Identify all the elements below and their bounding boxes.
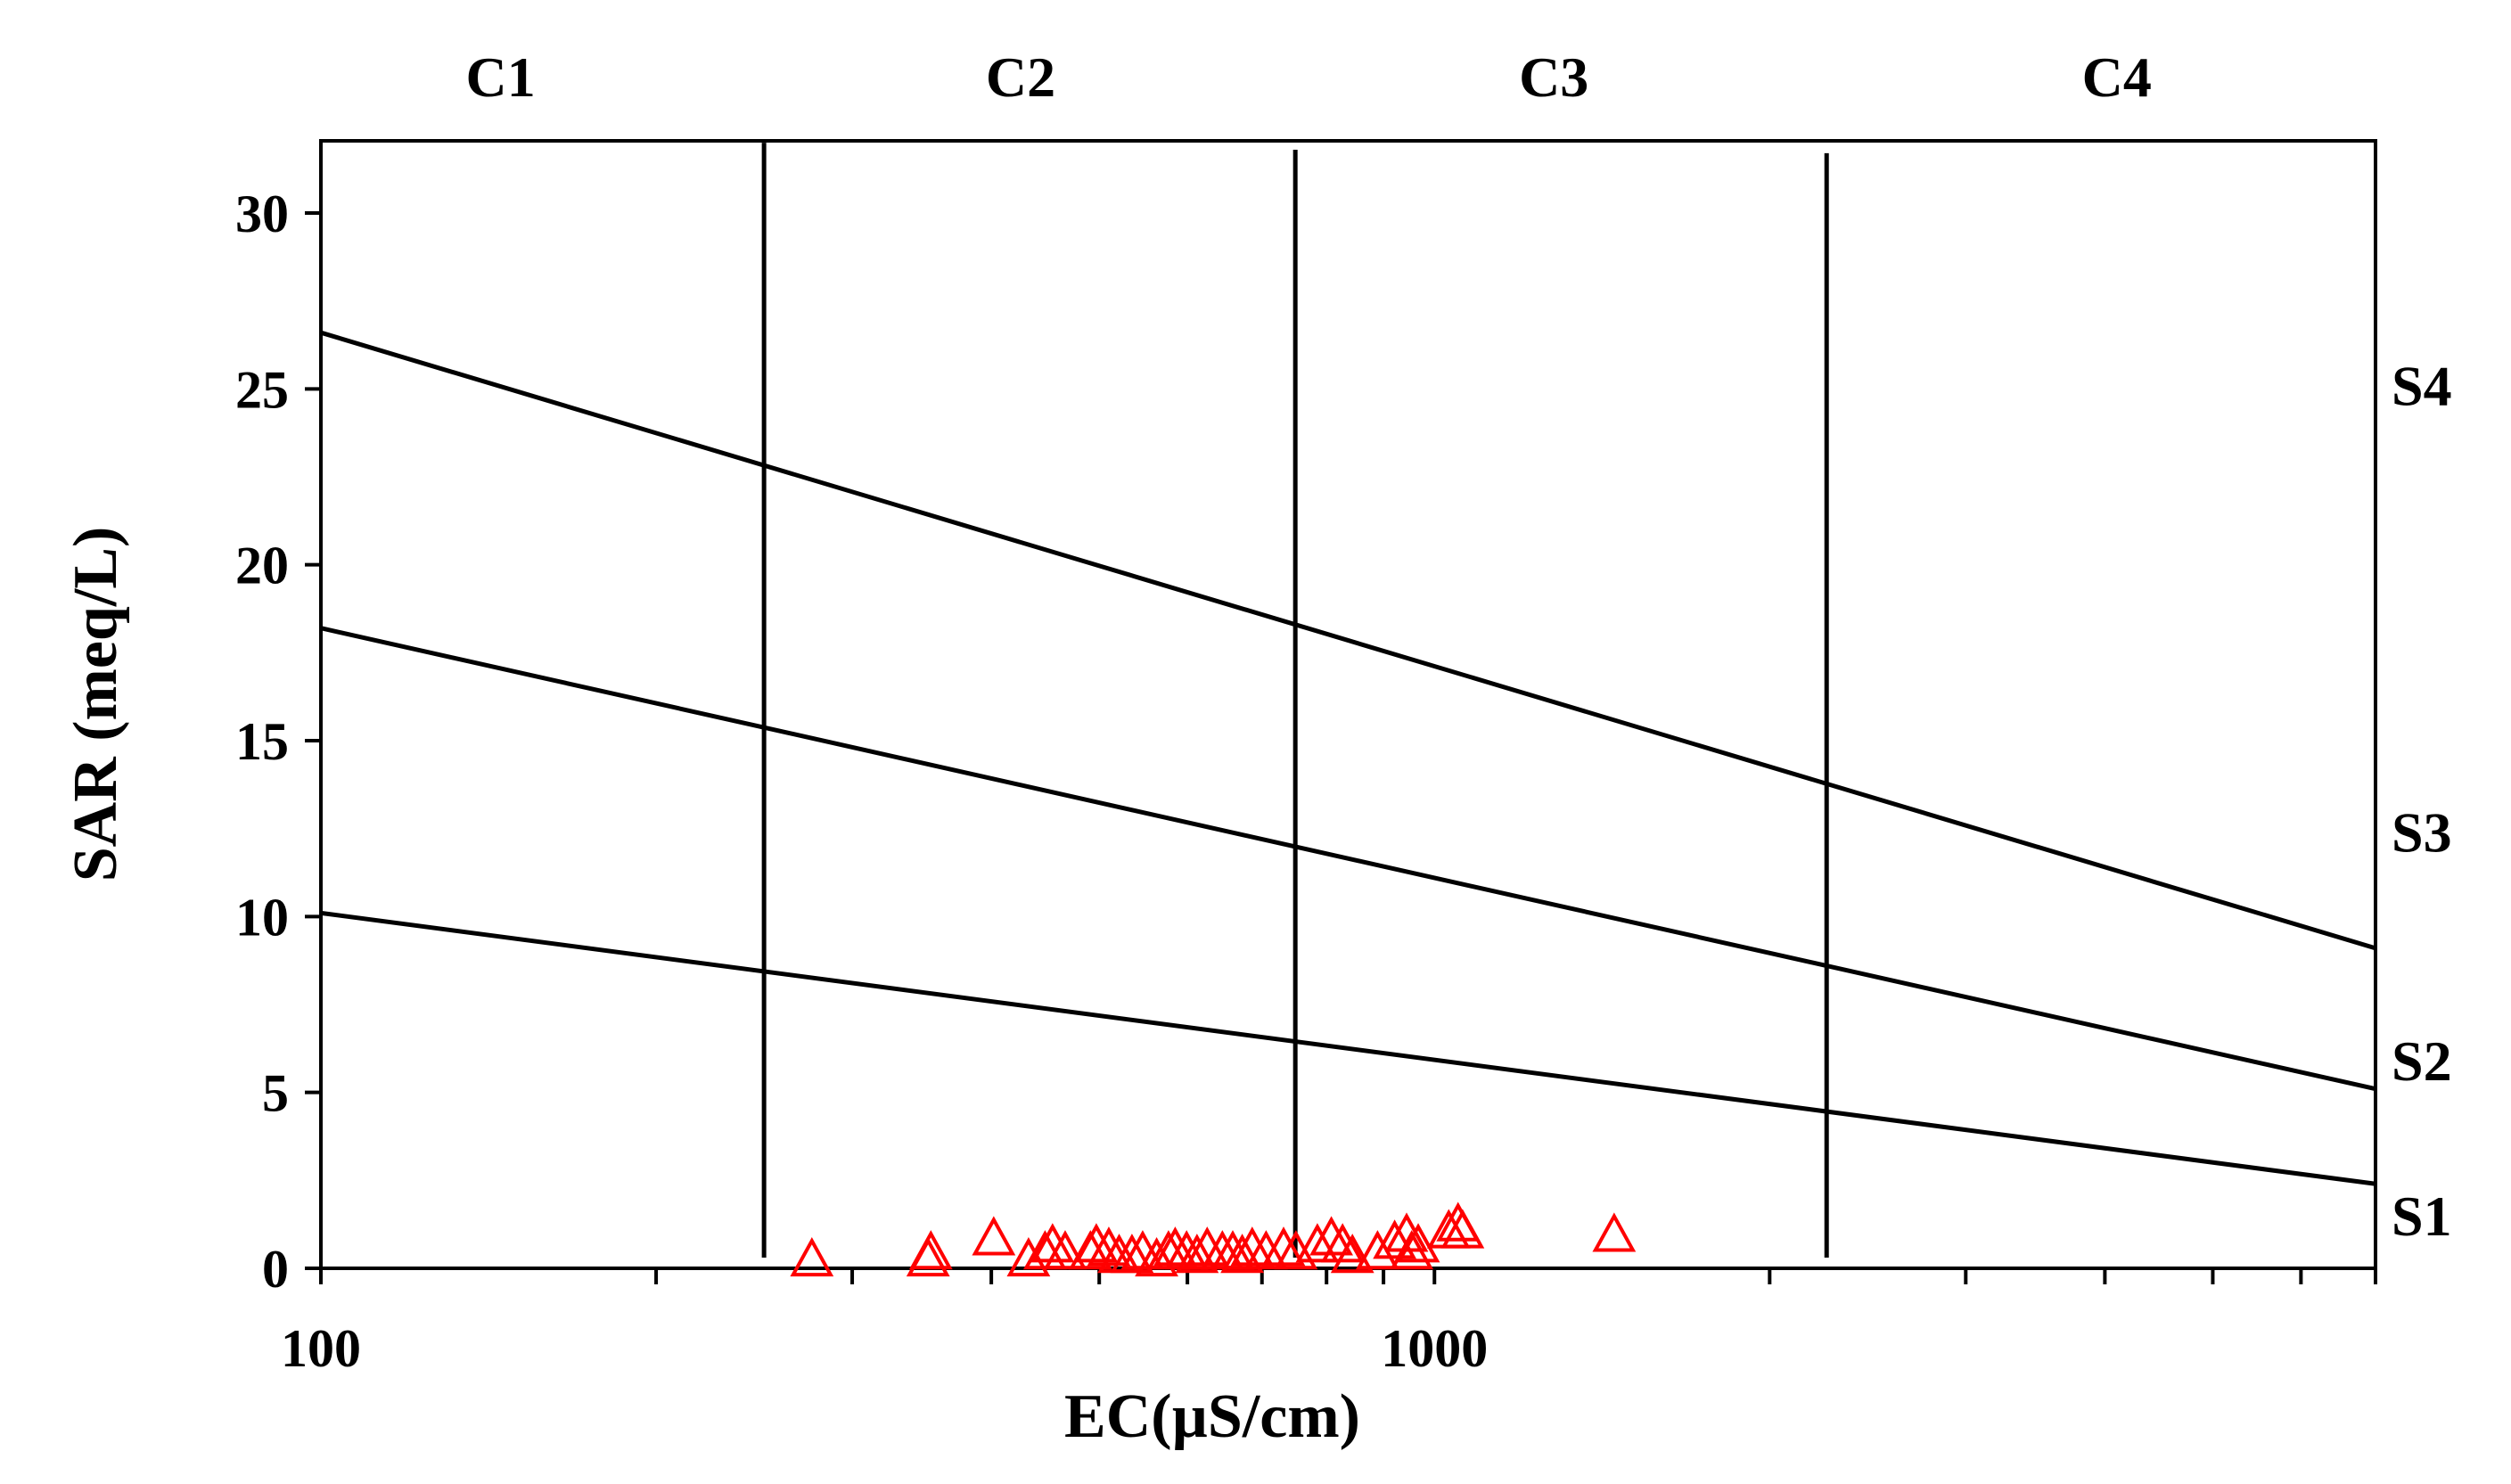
data-point — [790, 1237, 834, 1277]
sodium-zone-label: S2 — [2392, 1029, 2452, 1093]
data-point — [1261, 1226, 1306, 1267]
data-point — [1135, 1237, 1178, 1277]
data-point — [1330, 1234, 1374, 1274]
data-point — [1309, 1216, 1353, 1256]
salinity-zone-label: C1 — [465, 45, 535, 109]
zone-labels: C1 C2 C3 C4 S1 S2 S3 S4 — [465, 45, 2451, 1248]
x-axis-ticks: 100 1000 — [281, 1268, 2377, 1378]
data-points — [790, 1201, 1637, 1277]
data-point — [1295, 1223, 1340, 1263]
data-point — [1006, 1237, 1051, 1277]
boundary-line — [320, 330, 2376, 951]
data-point — [1074, 1223, 1119, 1263]
data-point — [1220, 1234, 1264, 1274]
data-point — [1043, 1230, 1087, 1270]
y-tick-label: 30 — [235, 184, 289, 243]
data-point — [1087, 1226, 1131, 1267]
y-tick-label: 15 — [235, 712, 289, 771]
data-point — [1396, 1223, 1440, 1263]
boundary-line — [320, 626, 2376, 1092]
boundary-lines — [320, 330, 2376, 1186]
sodium-zone-label: S4 — [2392, 354, 2452, 417]
salinity-zone-label: C3 — [1519, 45, 1588, 109]
x-tick-label: 1000 — [1381, 1319, 1488, 1378]
data-point — [1230, 1226, 1275, 1267]
sodium-zone-label: S1 — [2392, 1185, 2452, 1248]
sodium-zone-label: S3 — [2392, 801, 2452, 865]
data-point — [972, 1216, 1016, 1256]
data-point — [908, 1230, 953, 1270]
data-point — [1243, 1230, 1288, 1270]
data-point — [1390, 1230, 1434, 1270]
x-axis-title: EC(µS/cm) — [1064, 1382, 1360, 1451]
data-point — [1440, 1209, 1485, 1249]
boundary-line — [320, 910, 2376, 1186]
y-axis-title: SAR (meq/L) — [62, 527, 130, 882]
data-point — [1030, 1223, 1075, 1263]
data-point — [1320, 1223, 1365, 1263]
zone-dividers — [761, 143, 1829, 1258]
y-tick-label: 20 — [235, 537, 289, 595]
y-tick-label: 0 — [262, 1240, 289, 1299]
data-point — [1592, 1212, 1637, 1252]
data-point — [1153, 1226, 1197, 1267]
y-axis-ticks: 0 5 10 15 20 25 30 — [235, 184, 321, 1299]
x-tick-label: 100 — [281, 1319, 361, 1378]
y-tick-label: 25 — [235, 360, 289, 419]
data-point — [1175, 1234, 1219, 1274]
data-point — [1373, 1219, 1416, 1259]
y-tick-label: 10 — [235, 888, 289, 947]
salinity-zone-label: C2 — [986, 45, 1055, 109]
data-point — [1110, 1234, 1154, 1274]
salinity-zone-label: C4 — [2082, 45, 2152, 109]
plot-frame — [319, 139, 2377, 1270]
y-tick-label: 5 — [262, 1064, 289, 1123]
